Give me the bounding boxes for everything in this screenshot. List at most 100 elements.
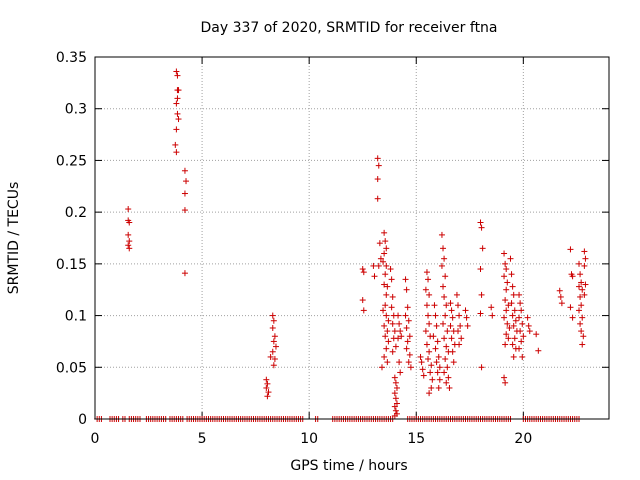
data-point <box>478 291 485 298</box>
data-point <box>391 328 398 335</box>
data-point <box>435 353 442 360</box>
data-point <box>264 393 271 400</box>
data-point <box>462 307 469 314</box>
data-point <box>392 343 399 350</box>
data-point <box>503 286 510 293</box>
data-point <box>463 314 470 321</box>
data-point <box>174 95 181 102</box>
data-point <box>502 341 509 348</box>
data-point <box>505 335 512 342</box>
y-axis-label: SRMTID / TECUs <box>6 182 22 295</box>
data-point <box>360 307 367 314</box>
data-point <box>125 242 132 249</box>
data-point <box>383 262 390 269</box>
data-point <box>389 320 396 327</box>
data-point <box>464 322 471 329</box>
data-point <box>430 333 437 340</box>
data-point <box>509 341 516 348</box>
data-point <box>567 304 574 311</box>
data-point <box>512 317 519 324</box>
data-point <box>503 307 510 314</box>
data-point <box>389 348 396 355</box>
data-point <box>375 162 382 169</box>
data-point <box>403 324 410 331</box>
data-point <box>174 72 181 79</box>
data-point <box>388 304 395 311</box>
data-point <box>267 353 274 360</box>
data-point <box>582 281 589 288</box>
data-point <box>478 224 485 231</box>
data-point <box>181 190 188 197</box>
data-point <box>510 322 517 329</box>
data-point <box>272 343 279 350</box>
data-point <box>450 359 457 366</box>
y-tick-label: 0.15 <box>56 257 87 273</box>
data-point <box>181 270 188 277</box>
data-point <box>387 266 394 273</box>
data-point <box>391 412 398 419</box>
data-point <box>518 307 525 314</box>
data-point <box>393 400 400 407</box>
data-point <box>382 333 389 340</box>
data-point <box>567 246 574 253</box>
y-tick-label: 0.2 <box>65 205 87 221</box>
data-point <box>429 376 436 383</box>
data-point <box>427 369 434 376</box>
data-point <box>425 356 432 363</box>
data-point <box>396 320 403 327</box>
grid <box>95 57 609 419</box>
data-point <box>576 307 583 314</box>
data-point <box>404 304 411 311</box>
data-point <box>173 68 180 75</box>
data-point <box>419 366 426 373</box>
data-point <box>581 262 588 269</box>
data-point <box>436 376 443 383</box>
data-point <box>433 359 440 366</box>
data-point <box>435 384 442 391</box>
data-point <box>519 353 526 360</box>
data-point <box>385 317 392 324</box>
data-point <box>370 262 377 269</box>
data-point <box>360 269 367 276</box>
data-point <box>576 260 583 267</box>
data-point <box>438 231 445 238</box>
data-point <box>433 322 440 329</box>
x-tick-label: 20 <box>514 431 532 447</box>
data-point <box>440 283 447 290</box>
data-point <box>397 328 404 335</box>
data-point <box>579 286 586 293</box>
data-point <box>174 110 181 117</box>
data-point <box>510 291 517 298</box>
data-point <box>446 384 453 391</box>
data-point <box>403 345 410 352</box>
y-tick-label: 0.05 <box>56 360 87 376</box>
data-point <box>398 333 405 340</box>
data-point <box>385 338 392 345</box>
data-point <box>447 322 454 329</box>
data-point <box>175 116 182 123</box>
data-point <box>557 293 564 300</box>
y-tick-label: 0.35 <box>56 50 87 66</box>
data-point <box>477 310 484 317</box>
data-point <box>383 312 390 319</box>
data-point <box>577 293 584 300</box>
y-tick-label: 0.3 <box>65 102 87 118</box>
data-point <box>535 347 542 354</box>
y-tick-label: 0.25 <box>56 153 87 169</box>
data-point <box>503 266 510 273</box>
axis-ticks: 0 0.05 0.1 0.15 0.2 0.25 0.3 0.35 0 5 10 15 20 <box>56 50 609 447</box>
data-point <box>270 362 277 369</box>
data-point <box>380 307 387 314</box>
data-point <box>511 335 518 342</box>
data-point <box>173 100 180 107</box>
data-point <box>442 273 449 280</box>
data-point <box>444 364 451 371</box>
data-point <box>405 359 412 366</box>
data-point <box>172 141 179 148</box>
data-point <box>407 364 414 371</box>
data-point <box>393 384 400 391</box>
x-axis-label: GPS time / hours <box>290 458 407 474</box>
data-point <box>517 328 524 335</box>
data-point <box>442 356 449 363</box>
data-point <box>405 317 412 324</box>
